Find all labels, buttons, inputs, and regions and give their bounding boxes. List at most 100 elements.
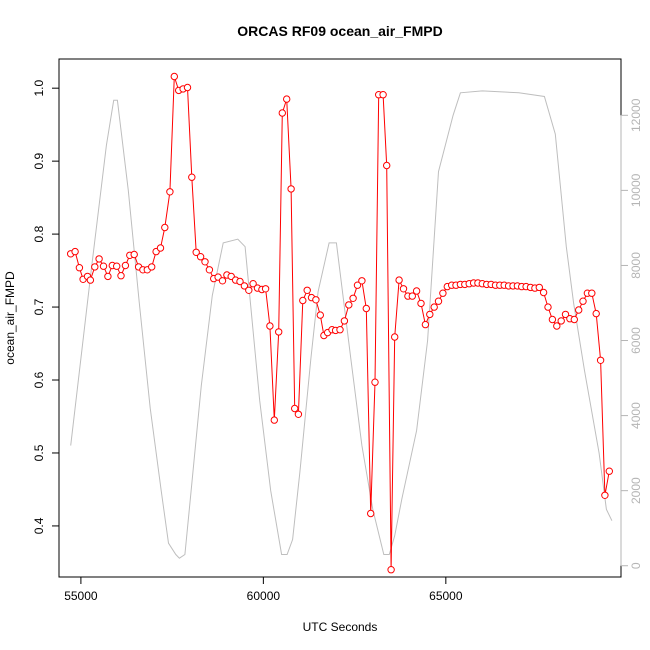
fmpd-point [426,310,434,319]
fmpd-point [99,262,108,270]
fmpd-point [121,261,130,270]
fmpd-point [345,301,353,309]
fmpd-point [95,255,103,263]
y-tick-label: 0.6 [32,371,46,388]
fmpd-point [278,109,286,117]
fmpd-point [575,306,583,314]
fmpd-point [294,410,303,418]
fmpd-point [367,509,375,518]
fmpd-point [201,258,209,266]
fmpd-point [283,95,291,103]
y-tick-label: 0.5 [32,444,46,461]
series-right-altitude [70,90,613,559]
fmpd-point [183,83,192,92]
fmpd-point [170,72,179,81]
fmpd-point [417,299,425,308]
fmpd-point [316,311,324,319]
fmpd-point [592,309,600,318]
x-tick-label: 60000 [247,589,281,603]
fmpd-point [362,304,370,313]
fmpd-point [399,285,408,293]
fmpd-point [249,280,257,288]
fmpd-point [391,333,399,341]
fmpd-point [261,285,270,293]
fmpd-point [236,277,244,286]
y2-tick-label: 8000 [629,252,643,279]
fmpd-point [75,264,84,272]
y-tick-label: 0.9 [32,152,46,169]
fmpd-point [601,491,609,499]
y2-tick-label: 12000 [629,98,643,132]
y2-tick-label: 4000 [629,402,643,429]
altitude-line [70,90,613,559]
fmpd-point [421,320,430,329]
fmpd-point [91,263,99,271]
fmpd-point [371,378,379,386]
fmpd-point [104,272,112,281]
fmpd-point [544,303,552,311]
fmpd-point [395,276,403,284]
x-axis-label: UTC Seconds [303,620,378,634]
y-tick-label: 0.8 [32,225,46,242]
y-tick-label: 0.4 [32,517,46,534]
fmpd-point [156,244,165,252]
y2-tick-label: 10000 [629,173,643,207]
fmpd-point [218,277,227,285]
fmpd-point [113,262,121,270]
fmpd-point [205,266,214,274]
y2-tick-label: 6000 [629,327,643,354]
fmpd-point [408,292,416,300]
fmpd-point [358,277,366,285]
fmpd-point [188,173,196,181]
fmpd-point [291,404,299,413]
fmpd-point [412,287,421,295]
fmpd-point [340,317,349,325]
fmpd-point [548,315,557,324]
fmpd-point [439,289,447,297]
fmpd-point [588,289,596,297]
fmpd-point [434,297,443,305]
fmpd-point [387,566,395,574]
series-left-fmpd [67,72,613,574]
x-tick-label: 65000 [429,589,463,603]
fmpd-point [605,467,613,475]
fmpd-point [192,248,200,257]
y-tick-label: 1.0 [32,80,46,97]
fmpd-point [353,281,362,289]
y2-tick-label: 2000 [629,477,643,504]
fmpd-point [148,263,156,271]
fmpd-point [275,328,283,336]
y-axis-left: 0.4 0.5 0.6 0.7 0.8 0.9 1.0 [32,80,60,534]
fmpd-point [266,322,274,330]
fmpd-point [535,283,543,292]
fmpd-point [303,286,311,294]
x-tick-label: 55000 [64,589,98,603]
fmpd-point [570,315,578,324]
y2-tick-label: 0 [629,562,643,569]
fmpd-point [553,322,561,330]
fmpd-point [336,326,344,334]
fmpd-point [596,356,605,364]
fmpd-point [161,223,169,232]
fmpd-point [561,310,570,319]
fmpd-point [270,416,278,424]
fmpd-point [379,91,387,99]
fmpd-point [287,185,295,193]
fmpd-point [557,317,565,325]
fmpd-point [430,303,438,311]
y-tick-label: 0.7 [32,298,46,315]
fmpd-point [117,272,125,280]
fmpd-point [240,282,249,290]
fmpd-point [299,296,307,305]
fmpd-point [539,288,548,297]
fmpd-point [383,161,391,170]
fmpd-point [71,247,79,256]
fmpd-point [130,250,138,259]
fmpd-point [245,286,253,294]
fmpd-point [196,253,205,261]
y-axis-right: 0 2000 4000 6000 8000 10000 12000 [620,98,643,569]
fmpd-point [166,188,174,196]
x-axis: 55000 60000 65000 [64,576,463,603]
fmpd-point [579,297,587,305]
